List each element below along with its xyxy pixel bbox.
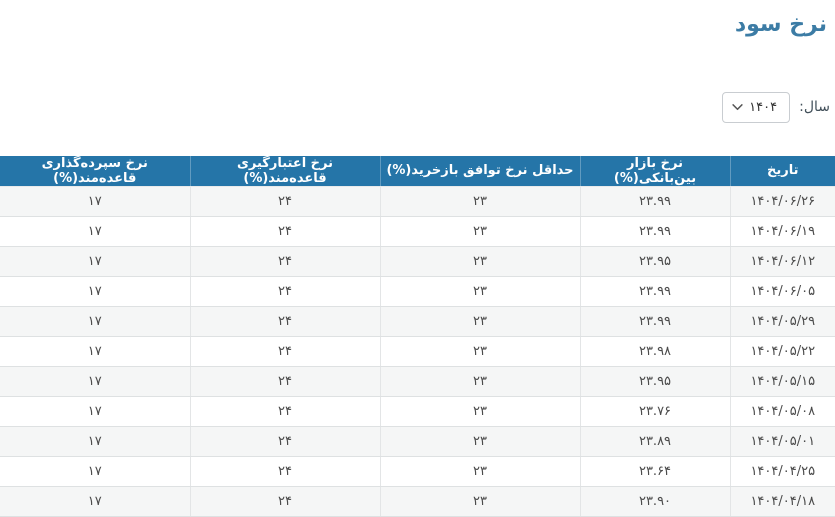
cell-date: ۱۴۰۴/۰۶/۰۵ [729,276,835,307]
cell-repo: ۲۳ [379,186,580,217]
table-row: ۱۴۰۴/۰۵/۲۲ ۲۳.۹۸ ۲۳ ۲۴ ۱۷ [0,336,835,367]
cell-deposit: ۱۷ [0,216,190,247]
cell-date: ۱۴۰۴/۰۵/۰۸ [729,396,835,427]
table-row: ۱۴۰۴/۰۵/۰۱ ۲۳.۸۹ ۲۳ ۲۴ ۱۷ [0,426,835,457]
cell-repo: ۲۳ [379,396,580,427]
cell-credit: ۲۴ [189,186,380,217]
cell-date: ۱۴۰۴/۰۵/۲۹ [729,306,835,337]
table-row: ۱۴۰۴/۰۵/۱۵ ۲۳.۹۵ ۲۳ ۲۴ ۱۷ [0,366,835,397]
cell-date: ۱۴۰۴/۰۶/۱۹ [729,216,835,247]
cell-credit: ۲۴ [189,246,380,277]
cell-repo: ۲۳ [379,426,580,457]
cell-repo: ۲۳ [379,336,580,367]
cell-deposit: ۱۷ [0,186,190,217]
cell-credit: ۲۴ [189,276,380,307]
table-row: ۱۴۰۴/۰۶/۲۶ ۲۳.۹۹ ۲۳ ۲۴ ۱۷ [0,186,835,217]
cell-repo: ۲۳ [379,366,580,397]
year-select[interactable]: ۱۴۰۴ [722,91,791,123]
cell-interbank: ۲۳.۹۹ [579,306,730,337]
cell-credit: ۲۴ [189,456,380,487]
interest-rates-table: تاریخ نرخ بازار بین‌بانکی(%) حداقل نرخ توا… [0,155,835,517]
cell-deposit: ۱۷ [0,456,190,487]
table-row: ۱۴۰۴/۰۵/۲۹ ۲۳.۹۹ ۲۳ ۲۴ ۱۷ [0,306,835,337]
column-header-deposit: نرخ سپرده‌گذاری قاعده‌مند(%) [0,155,190,187]
cell-date: ۱۴۰۴/۰۶/۱۲ [729,246,835,277]
cell-deposit: ۱۷ [0,396,190,427]
cell-date: ۱۴۰۴/۰۵/۰۱ [729,426,835,457]
cell-credit: ۲۴ [189,216,380,247]
cell-deposit: ۱۷ [0,366,190,397]
table-row: ۱۴۰۴/۰۴/۲۵ ۲۳.۶۴ ۲۳ ۲۴ ۱۷ [0,456,835,487]
table-row: ۱۴۰۴/۰۶/۰۵ ۲۳.۹۹ ۲۳ ۲۴ ۱۷ [0,276,835,307]
table-row: ۱۴۰۴/۰۵/۰۸ ۲۳.۷۶ ۲۳ ۲۴ ۱۷ [0,396,835,427]
cell-interbank: ۲۳.۹۹ [579,216,730,247]
cell-deposit: ۱۷ [0,336,190,367]
table-header-row: تاریخ نرخ بازار بین‌بانکی(%) حداقل نرخ توا… [0,155,835,187]
year-selector-row: سال: ۱۴۰۴ [0,91,835,123]
cell-date: ۱۴۰۴/۰۴/۲۵ [729,456,835,487]
cell-repo: ۲۳ [379,246,580,277]
cell-repo: ۲۳ [379,306,580,337]
chevron-down-icon [732,103,743,111]
cell-repo: ۲۳ [379,216,580,247]
cell-interbank: ۲۳.۹۵ [579,366,730,397]
cell-repo: ۲۳ [379,276,580,307]
cell-credit: ۲۴ [189,336,380,367]
cell-interbank: ۲۳.۹۸ [579,336,730,367]
cell-date: ۱۴۰۴/۰۵/۲۲ [729,336,835,367]
cell-deposit: ۱۷ [0,246,190,277]
cell-date: ۱۴۰۴/۰۶/۲۶ [729,186,835,217]
column-header-repo: حداقل نرخ توافق بازخرید(%) [379,155,580,187]
cell-date: ۱۴۰۴/۰۵/۱۵ [729,366,835,397]
cell-deposit: ۱۷ [0,276,190,307]
table-row: ۱۴۰۴/۰۶/۱۲ ۲۳.۹۵ ۲۳ ۲۴ ۱۷ [0,246,835,277]
cell-credit: ۲۴ [189,306,380,337]
cell-repo: ۲۳ [379,456,580,487]
cell-interbank: ۲۳.۹۹ [579,186,730,217]
page-title: نرخ سود [734,12,827,37]
column-header-credit: نرخ اعتبارگیری قاعده‌مند(%) [189,155,380,187]
cell-interbank: ۲۳.۹۵ [579,246,730,277]
cell-interbank: ۲۳.۶۴ [579,456,730,487]
cell-interbank: ۲۳.۸۹ [579,426,730,457]
column-header-date: تاریخ [729,155,835,187]
cell-credit: ۲۴ [189,426,380,457]
cell-interbank: ۲۳.۹۹ [579,276,730,307]
table-row: ۱۴۰۴/۰۶/۱۹ ۲۳.۹۹ ۲۳ ۲۴ ۱۷ [0,216,835,247]
cell-deposit: ۱۷ [0,306,190,337]
cell-interbank: ۲۳.۷۶ [579,396,730,427]
column-header-interbank: نرخ بازار بین‌بانکی(%) [579,155,730,187]
year-select-value: ۱۴۰۴ [749,99,778,115]
cell-credit: ۲۴ [189,396,380,427]
cell-credit: ۲۴ [189,366,380,397]
cell-deposit: ۱۷ [0,426,190,457]
year-label: سال: [799,99,830,116]
